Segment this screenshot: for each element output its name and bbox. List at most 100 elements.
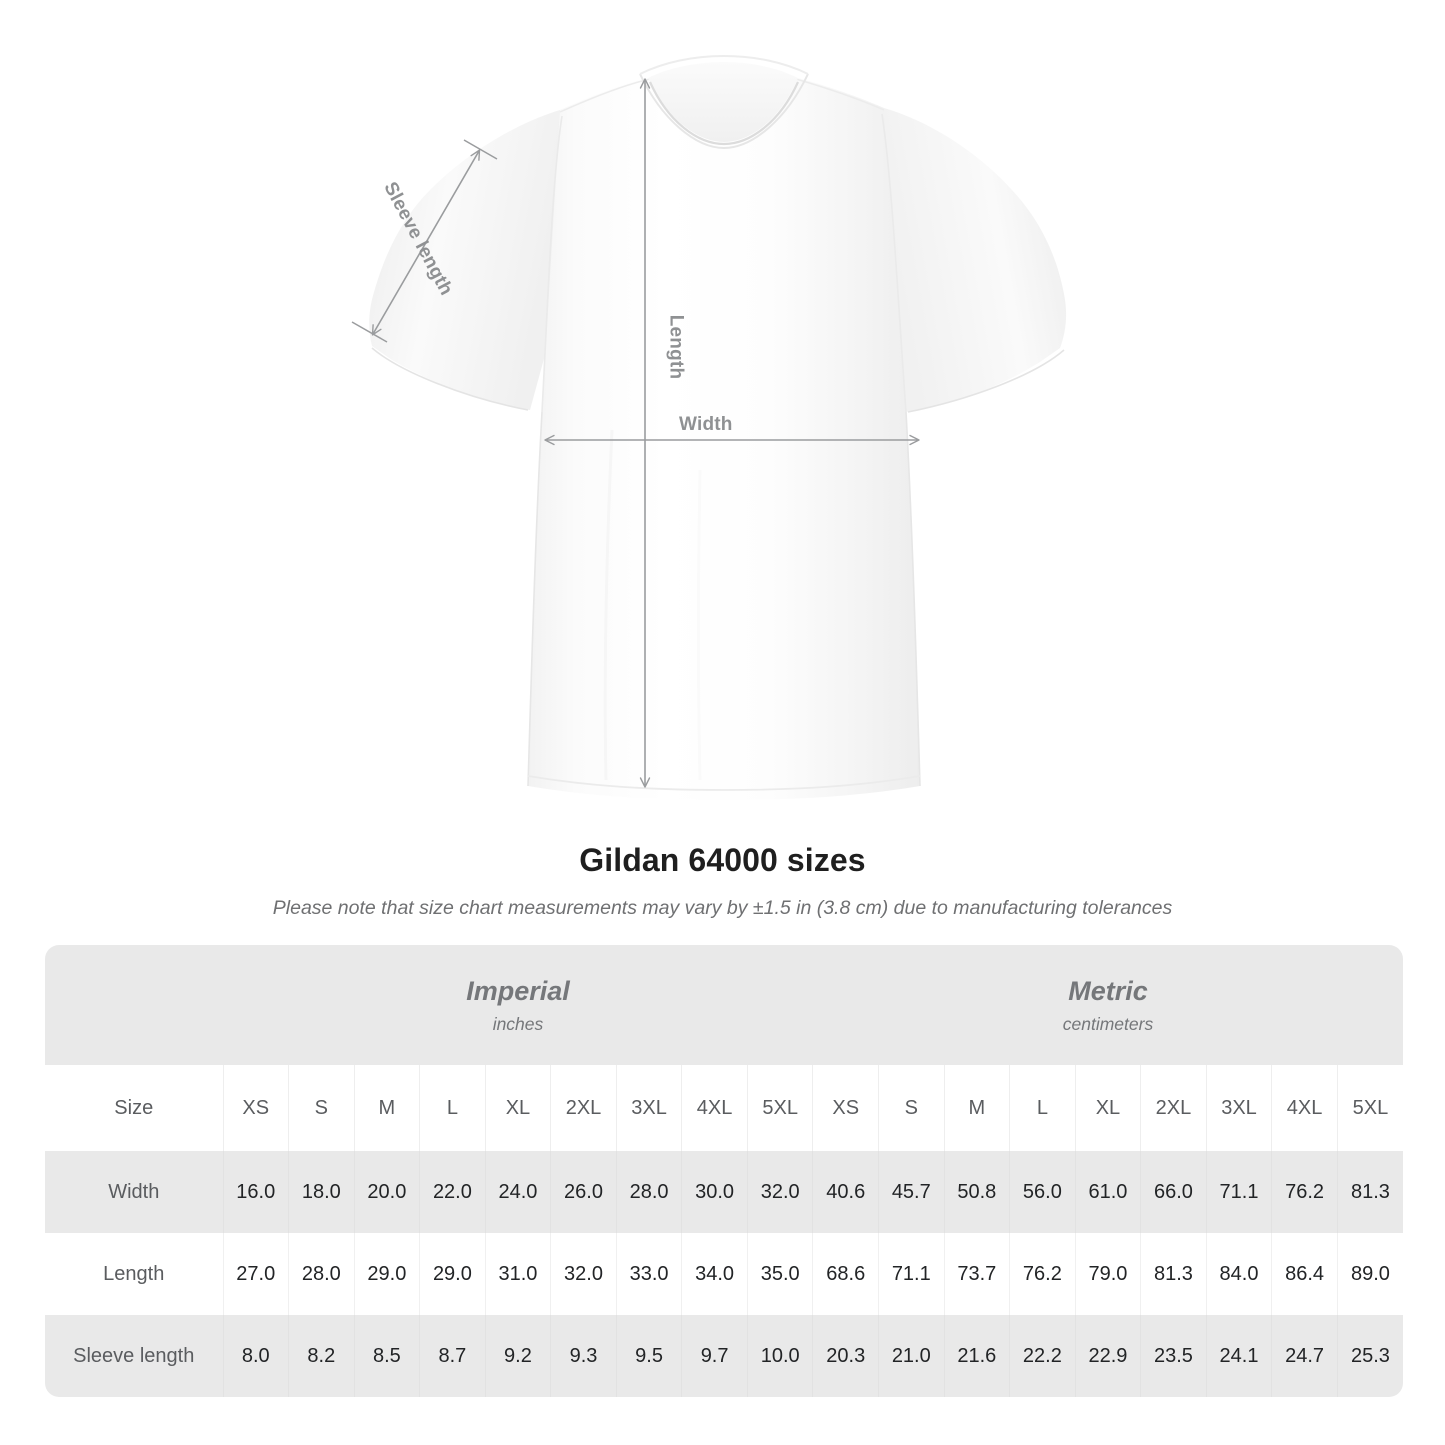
- size-header-cell: M: [353, 1065, 420, 1151]
- size-header-cell: 4XL: [1271, 1065, 1338, 1151]
- tshirt-illustration: [351, 54, 1067, 800]
- size-header-cell: XS: [812, 1065, 879, 1151]
- unit-group-name: Imperial: [466, 976, 570, 1006]
- unit-group-name: Metric: [1068, 976, 1148, 1006]
- table-cell: 40.6: [812, 1151, 879, 1233]
- table-cell: 81.3: [1140, 1233, 1207, 1315]
- sleeve-tick-bottom: [351, 321, 388, 343]
- chart-heading: Gildan 64000 sizes Please note that size…: [0, 840, 1445, 921]
- sleeve-length-arrow: [371, 149, 481, 336]
- fabric-fold: [603, 429, 614, 781]
- table-cell: 76.2: [1271, 1151, 1338, 1233]
- table-cell: 24.7: [1271, 1315, 1338, 1397]
- size-header-cell: 4XL: [681, 1065, 748, 1151]
- size-header-cell: 2XL: [1140, 1065, 1207, 1151]
- table-cell: 84.0: [1205, 1233, 1272, 1315]
- table-cell: 23.5: [1140, 1315, 1207, 1397]
- sleeve-tick-top: [463, 139, 498, 160]
- size-header-cell: 3XL: [1205, 1065, 1272, 1151]
- size-header-cell: 5XL: [746, 1065, 813, 1151]
- size-header-cell: L: [1009, 1065, 1076, 1151]
- row-label: Sleeve length: [45, 1315, 223, 1397]
- shirt-body: [528, 78, 920, 800]
- row-label: Length: [45, 1233, 223, 1315]
- size-header-cell: S: [878, 1065, 945, 1151]
- row-label: Width: [45, 1151, 223, 1233]
- table-cell: 66.0: [1140, 1151, 1207, 1233]
- size-header-cell: XS: [222, 1065, 289, 1151]
- table-cell: 29.0: [353, 1233, 420, 1315]
- table-cell: 21.6: [943, 1315, 1010, 1397]
- unit-banner-spacer: [45, 945, 223, 1065]
- left-side-seam: [527, 411, 543, 787]
- unit-group-subtitle: centimeters: [1062, 1014, 1154, 1034]
- table-cell: 56.0: [1009, 1151, 1076, 1233]
- table-cell: 22.0: [419, 1151, 486, 1233]
- size-header-label: Size: [45, 1065, 223, 1151]
- table-cell: 35.0: [746, 1233, 813, 1315]
- table-cell: 81.3: [1336, 1151, 1403, 1233]
- table-cell: 18.0: [288, 1151, 355, 1233]
- size-header-cell: L: [419, 1065, 486, 1151]
- table-cell: 71.1: [1205, 1151, 1272, 1233]
- table-cell: 8.7: [419, 1315, 486, 1397]
- table-cell: 32.0: [746, 1151, 813, 1233]
- table-cell: 8.0: [222, 1315, 289, 1397]
- table-cell: 45.7: [878, 1151, 945, 1233]
- size-header-cell: 5XL: [1336, 1065, 1403, 1151]
- table-row: Width 16.0 18.0 20.0 22.0 24.0 26.0 28.0 30.0 32.…: [45, 1151, 1403, 1233]
- table-cell: 50.8: [943, 1151, 1010, 1233]
- table-cell: 10.0: [746, 1315, 813, 1397]
- table-cell: 86.4: [1271, 1233, 1338, 1315]
- table-cell: 29.0: [419, 1233, 486, 1315]
- table-cell: 30.0: [681, 1151, 748, 1233]
- size-header-cell: XL: [1074, 1065, 1141, 1151]
- fabric-fold: [838, 429, 849, 781]
- table-cell: 28.0: [615, 1151, 682, 1233]
- size-chart-table: Imperial inches Metric centimeters Size XS S M L…: [45, 945, 1403, 1397]
- unit-group-subtitle: inches: [492, 1014, 544, 1034]
- table-cell: 79.0: [1074, 1233, 1141, 1315]
- table-cell: 73.7: [943, 1233, 1010, 1315]
- table-row: Length 27.0 28.0 29.0 29.0 31.0 32.0 33.0 34.0 35…: [45, 1233, 1403, 1315]
- table-cell: 22.9: [1074, 1315, 1141, 1397]
- table-cell: 89.0: [1336, 1233, 1403, 1315]
- table-cell: 27.0: [222, 1233, 289, 1315]
- unit-group-metric: Metric centimeters: [812, 945, 1403, 1065]
- size-header-cell: XL: [484, 1065, 551, 1151]
- table-cell: 9.5: [615, 1315, 682, 1397]
- table-cell: 34.0: [681, 1233, 748, 1315]
- right-sleeve: [884, 108, 1067, 412]
- tolerance-note: Please note that size chart measurements…: [272, 897, 1173, 919]
- table-cell: 22.2: [1009, 1315, 1076, 1397]
- size-header-cell: 3XL: [615, 1065, 682, 1151]
- table-cell: 9.2: [484, 1315, 551, 1397]
- table-cell: 31.0: [484, 1233, 551, 1315]
- size-header-cell: M: [943, 1065, 1010, 1151]
- unit-banner-row: Imperial inches Metric centimeters: [45, 945, 1403, 1065]
- table-cell: 8.2: [288, 1315, 355, 1397]
- right-armhole-seam: [881, 113, 907, 413]
- right-side-seam: [905, 411, 921, 787]
- table-cell: 21.0: [878, 1315, 945, 1397]
- table-cell: 68.6: [812, 1233, 879, 1315]
- shirt-shape: [369, 54, 1067, 800]
- size-header-cell: 2XL: [550, 1065, 617, 1151]
- size-header-row: Size XS S M L XL 2XL 3XL 4XL 5XL XS S M L XL 2XL 3XL 4XL 5…: [45, 1065, 1403, 1151]
- table-cell: 71.1: [878, 1233, 945, 1315]
- collar-top-edge: [639, 54, 809, 75]
- collar-inner-edge: [648, 81, 800, 146]
- table-row: Sleeve length 8.0 8.2 8.5 8.7 9.2 9.3 9.5 9.7 10.…: [45, 1315, 1403, 1397]
- length-label: Length: [665, 314, 687, 380]
- size-header-cell: S: [288, 1065, 355, 1151]
- table-cell: 9.3: [550, 1315, 617, 1397]
- right-sleeve-hem: [907, 349, 1065, 413]
- table-cell: 25.3: [1336, 1315, 1403, 1397]
- table-cell: 8.5: [353, 1315, 420, 1397]
- table-cell: 76.2: [1009, 1233, 1076, 1315]
- table-cell: 28.0: [288, 1233, 355, 1315]
- measurement-lines: [351, 78, 920, 788]
- unit-group-imperial: Imperial inches: [223, 945, 813, 1065]
- page-title: Gildan 64000 sizes: [579, 842, 866, 878]
- collar-band: [648, 62, 798, 142]
